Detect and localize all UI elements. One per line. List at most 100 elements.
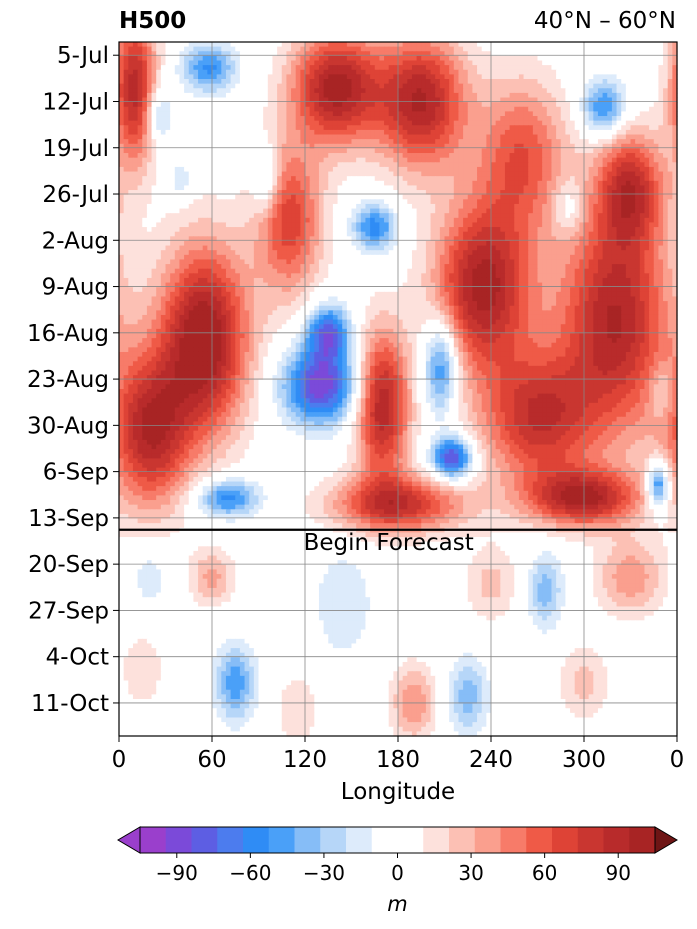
heatmap-cell	[189, 74, 194, 79]
heatmap-cell	[198, 93, 203, 98]
heatmap-cell	[124, 70, 129, 75]
heatmap-cell	[245, 84, 250, 89]
heatmap-cell	[245, 70, 250, 75]
heatmap-cell	[259, 70, 264, 75]
heatmap-cell	[640, 125, 645, 130]
heatmap-cell	[533, 56, 538, 61]
heatmap-cell	[621, 61, 626, 66]
heatmap-cell	[575, 79, 580, 84]
heatmap-cell	[421, 70, 426, 75]
heatmap-cell	[617, 70, 622, 75]
heatmap-cell	[193, 116, 198, 121]
heatmap-cell	[472, 84, 477, 89]
heatmap-cell	[161, 121, 166, 126]
heatmap-cell	[407, 102, 412, 107]
heatmap-cell	[440, 79, 445, 84]
heatmap-cell	[403, 98, 408, 103]
heatmap-cell	[449, 56, 454, 61]
heatmap-cell	[152, 51, 157, 56]
heatmap-cell	[193, 130, 198, 135]
heatmap-cell	[524, 93, 529, 98]
heatmap-cell	[193, 70, 198, 75]
heatmap-cell	[314, 116, 319, 121]
heatmap-cell	[570, 42, 575, 47]
heatmap-cell	[417, 61, 422, 66]
heatmap-cell	[142, 111, 147, 116]
heatmap-cell	[584, 42, 589, 47]
heatmap-cell	[189, 61, 194, 66]
heatmap-cell	[458, 116, 463, 121]
heatmap-cell	[338, 93, 343, 98]
heatmap-cell	[119, 74, 124, 79]
heatmap-cell	[198, 107, 203, 112]
heatmap-cell	[254, 74, 259, 79]
heatmap-cell	[556, 116, 561, 121]
heatmap-cell	[603, 74, 608, 79]
heatmap-cell	[431, 116, 436, 121]
heatmap-cell	[161, 47, 166, 52]
heatmap-cell	[147, 61, 152, 66]
heatmap-cell	[407, 51, 412, 56]
heatmap-cell	[649, 116, 654, 121]
heatmap-cell	[505, 84, 510, 89]
heatmap-cell	[272, 51, 277, 56]
heatmap-cell	[533, 61, 538, 66]
heatmap-cell	[203, 111, 208, 116]
heatmap-cell	[640, 121, 645, 126]
heatmap-cell	[361, 107, 366, 112]
heatmap-cell	[231, 116, 236, 121]
heatmap-cell	[217, 107, 222, 112]
heatmap-cell	[314, 125, 319, 130]
heatmap-cell	[198, 88, 203, 93]
heatmap-cell	[426, 98, 431, 103]
heatmap-cell	[147, 51, 152, 56]
heatmap-cell	[305, 116, 310, 121]
heatmap-cell	[598, 98, 603, 103]
heatmap-cell	[663, 107, 668, 112]
heatmap-cell	[296, 93, 301, 98]
heatmap-cell	[333, 111, 338, 116]
heatmap-cell	[482, 47, 487, 52]
heatmap-cell	[305, 42, 310, 47]
heatmap-cell	[319, 61, 324, 66]
heatmap-cell	[268, 47, 273, 52]
heatmap-cell	[668, 47, 673, 52]
heatmap-cell	[133, 125, 138, 130]
heatmap-cell	[193, 125, 198, 130]
heatmap-cell	[510, 47, 515, 52]
heatmap-cell	[463, 51, 468, 56]
heatmap-cell	[458, 93, 463, 98]
heatmap-cell	[435, 56, 440, 61]
heatmap-cell	[175, 51, 180, 56]
heatmap-cell	[379, 121, 384, 126]
heatmap-cell	[203, 51, 208, 56]
heatmap-cell	[533, 79, 538, 84]
heatmap-cell	[407, 79, 412, 84]
heatmap-cell	[124, 88, 129, 93]
heatmap-cell	[431, 107, 436, 112]
heatmap-cell	[649, 84, 654, 89]
heatmap-cell	[310, 121, 315, 126]
heatmap-cell	[412, 98, 417, 103]
heatmap-cell	[282, 107, 287, 112]
heatmap-cell	[575, 107, 580, 112]
heatmap-cell	[128, 84, 133, 89]
heatmap-cell	[156, 130, 161, 135]
heatmap-cell	[296, 74, 301, 79]
heatmap-cell	[603, 42, 608, 47]
heatmap-cell	[338, 116, 343, 121]
heatmap-cell	[272, 111, 277, 116]
heatmap-cell	[668, 125, 673, 130]
heatmap-cell	[259, 56, 264, 61]
heatmap-cell	[375, 107, 380, 112]
heatmap-cell	[561, 102, 566, 107]
heatmap-cell	[189, 51, 194, 56]
heatmap-cell	[454, 116, 459, 121]
heatmap-cell	[282, 130, 287, 135]
heatmap-cell	[203, 70, 208, 75]
heatmap-cell	[221, 111, 226, 116]
heatmap-cell	[384, 56, 389, 61]
heatmap-cell	[189, 107, 194, 112]
heatmap-cell	[305, 121, 310, 126]
heatmap-cell	[561, 47, 566, 52]
